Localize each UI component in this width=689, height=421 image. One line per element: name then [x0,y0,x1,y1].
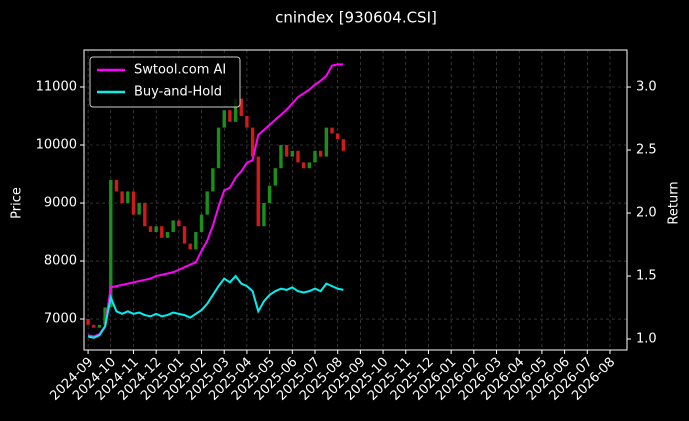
candle [330,127,334,134]
candle [341,139,346,151]
chart-title: cnindex [930604.CSI] [275,9,437,27]
candle [301,162,306,169]
y2-tick-label: 3.0 [636,80,657,95]
candle [290,150,295,157]
candle [239,98,243,117]
series-line [87,63,344,338]
candle [103,307,107,325]
candle [171,220,175,233]
candle [143,203,147,227]
candle [250,127,255,157]
candle [205,191,209,215]
candle [335,133,340,140]
candle [245,116,249,128]
y-axis-label: Price [10,187,25,219]
y-tick-label: 10000 [36,138,77,153]
candle [199,214,204,233]
legend-label: Swtool.com AI [134,63,226,78]
candle [154,226,158,233]
candle [284,145,289,157]
y2-axis-label: Return [667,181,682,224]
y2-tick-label: 1.5 [636,269,657,284]
y-tick-label: 8000 [44,254,77,269]
candle [324,127,329,157]
y-tick-label: 11000 [36,80,77,95]
candle [267,185,272,204]
candle [114,179,119,192]
candle [92,324,96,328]
candle [126,191,130,204]
candle [137,203,141,215]
candle [97,324,102,328]
candle [120,191,124,204]
candle [165,232,170,238]
candle [307,162,312,169]
candle [228,110,232,122]
candle [216,127,221,169]
candle [313,150,317,163]
candle [188,243,192,250]
y2-tick-label: 2.0 [636,206,657,221]
candle [148,226,153,233]
candle [109,179,113,308]
candle [177,220,181,227]
candle [86,319,90,325]
legend: Swtool.com AI Buy-and-Hold [89,56,241,108]
y2-tick-label: 1.0 [636,332,657,347]
candle [194,232,198,250]
legend-box [89,56,241,108]
candle [160,226,164,238]
candle [279,145,283,169]
candle [296,150,300,163]
candle [222,110,226,128]
candle [273,168,277,186]
y-tick-label: 7000 [44,312,77,327]
legend-label: Buy-and-Hold [134,85,222,100]
y2-tick-label: 2.5 [636,143,657,158]
candle [182,226,187,244]
candle [256,156,260,227]
candle [318,150,323,157]
y-tick-label: 9000 [44,196,77,211]
plot-frame [83,49,628,351]
series-line [87,274,344,339]
candle [233,98,238,122]
candle [262,203,266,227]
candle [211,168,215,192]
candle [131,191,136,215]
